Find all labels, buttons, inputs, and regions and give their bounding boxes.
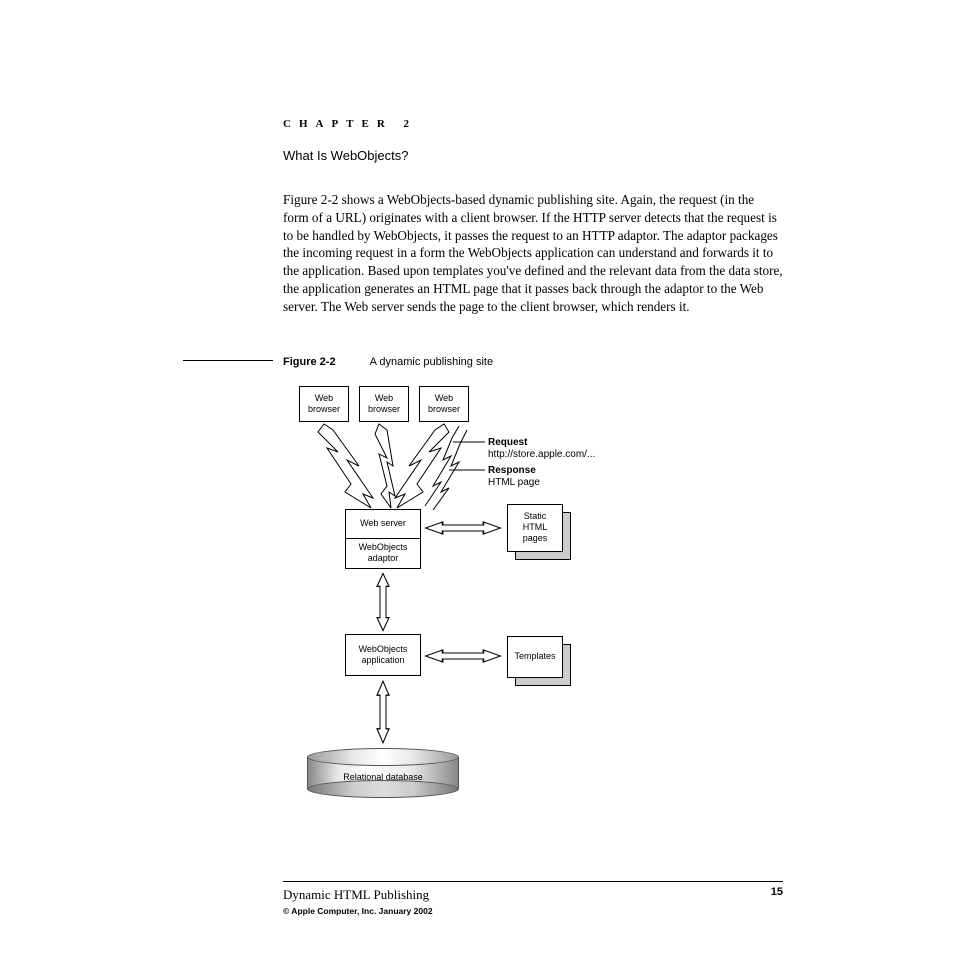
- figure-label: Figure 2-2: [283, 356, 336, 368]
- chapter-label: CHAPTER 2: [283, 118, 783, 130]
- node-browser-3: Webbrowser: [419, 386, 469, 422]
- node-webobjects-adaptor: WebObjectsadaptor: [345, 539, 421, 569]
- response-value: HTML page: [488, 477, 540, 488]
- node-browser-1: Webbrowser: [299, 386, 349, 422]
- database-label: Relational database: [307, 772, 459, 782]
- request-value: http://store.apple.com/...: [488, 449, 595, 460]
- node-templates: Templates: [507, 636, 563, 678]
- figure-rule: [183, 360, 273, 361]
- figure-diagram: Webbrowser Webbrowser Webbrowser Web ser…: [293, 386, 693, 836]
- node-static-html: StaticHTMLpages: [507, 504, 563, 552]
- node-database: Relational database: [307, 748, 459, 798]
- page-number: 15: [771, 886, 783, 898]
- annotation-response: Response HTML page: [488, 465, 540, 489]
- figure-title: A dynamic publishing site: [370, 356, 494, 368]
- node-browser-2: Webbrowser: [359, 386, 409, 422]
- node-webobjects-app: WebObjectsapplication: [345, 634, 421, 676]
- node-web-server: Web server: [345, 509, 421, 539]
- footer-rule: [283, 881, 783, 882]
- footer-title: Dynamic HTML Publishing: [283, 887, 429, 903]
- body-paragraph: Figure 2-2 shows a WebObjects-based dyna…: [283, 191, 783, 316]
- response-label: Response: [488, 465, 536, 476]
- request-label: Request: [488, 437, 527, 448]
- page-footer: Dynamic HTML Publishing 15 © Apple Compu…: [283, 881, 783, 916]
- footer-copyright: © Apple Computer, Inc. January 2002: [283, 906, 783, 916]
- figure-caption: Figure 2-2 A dynamic publishing site: [283, 352, 783, 370]
- annotation-request: Request http://store.apple.com/...: [488, 437, 595, 461]
- section-title: What Is WebObjects?: [283, 148, 783, 163]
